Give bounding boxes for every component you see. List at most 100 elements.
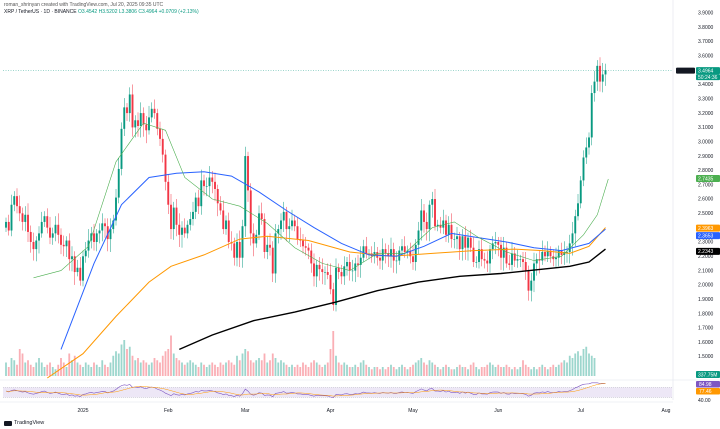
volume-bar [533, 367, 535, 376]
volume-bar [139, 362, 142, 376]
volume-bar [255, 360, 258, 376]
candle [381, 238, 384, 270]
candle-body [447, 224, 450, 235]
y-tick-label: 1.6000 [698, 340, 714, 346]
candle-body [348, 262, 351, 271]
candle [192, 201, 194, 226]
volume-bar [299, 367, 302, 376]
rsi-label-bg [696, 388, 720, 395]
candle-body [533, 263, 535, 281]
candle [134, 115, 137, 138]
volume-bar [538, 367, 541, 376]
volume-bar [95, 364, 98, 376]
volume-bar [249, 360, 252, 376]
candle [109, 218, 112, 252]
candle [588, 132, 590, 155]
volume-bar [219, 362, 222, 376]
candle-body [225, 220, 227, 230]
candle-body [282, 211, 285, 221]
candle-body [13, 196, 16, 205]
candle-body [288, 226, 291, 230]
volume-bar [82, 367, 84, 376]
candle [549, 246, 552, 263]
candle-body [590, 93, 593, 138]
chart-header: roman_shrinyan created with TradingView.… [4, 2, 199, 16]
candle [439, 216, 442, 234]
candle-body [324, 272, 326, 273]
y-tick-label: 3.2000 [698, 111, 714, 117]
candle [315, 259, 318, 288]
candle [486, 251, 489, 273]
volume-bar [313, 360, 315, 376]
volume-bar [296, 364, 299, 376]
candle [516, 249, 519, 268]
volume-bar [398, 367, 401, 376]
candle-body [62, 244, 65, 247]
ma-200-line [179, 248, 606, 351]
candle-body [566, 251, 568, 253]
candle-body [216, 188, 219, 204]
candle [161, 128, 164, 163]
candle-body [189, 219, 192, 225]
candle [145, 115, 148, 144]
volume-bar [115, 351, 117, 376]
candle [13, 191, 16, 212]
volume-bar [126, 349, 128, 376]
volume-bar [225, 362, 227, 376]
candle [500, 236, 502, 270]
candle [84, 241, 87, 263]
volume-bar [390, 364, 392, 376]
volume-bar [10, 358, 13, 376]
volume-bar [513, 367, 516, 376]
candle [522, 251, 524, 271]
candle-body [93, 233, 95, 242]
candle-body [112, 220, 115, 230]
volume-bar [164, 351, 167, 376]
candle [32, 232, 35, 261]
candle [203, 174, 205, 196]
symbol-line[interactable]: XRP / TetherUS · 1D · BINANCE [4, 9, 77, 15]
volume-bar [516, 369, 519, 376]
candle-body [139, 113, 142, 126]
candle-body [588, 137, 590, 148]
candle-body [475, 262, 478, 263]
volume-bar [522, 360, 524, 376]
countdown-bg [696, 74, 720, 81]
candle [7, 214, 10, 236]
candle-body [277, 229, 280, 234]
volume-bar [475, 367, 478, 376]
volume-bar [109, 362, 112, 376]
volume-label-bg [696, 371, 720, 378]
candle-body [200, 180, 203, 207]
ma-100-label: 2.3963 [698, 226, 714, 232]
candle-body [423, 210, 425, 222]
candle [601, 62, 604, 93]
candle-body [128, 94, 131, 114]
volume-bar [321, 367, 324, 376]
candle-body [24, 214, 27, 222]
candle-body [577, 203, 579, 217]
candle-body [57, 224, 60, 235]
candle-body [16, 196, 18, 207]
volume-bar [359, 362, 362, 376]
volume-bar [417, 360, 420, 376]
candle-body [236, 241, 238, 258]
candle [183, 218, 186, 238]
candle-body [579, 180, 582, 204]
candle-body [35, 240, 38, 250]
candle [453, 232, 456, 249]
candle-body [222, 210, 225, 230]
y-tick-label: 1.5000 [698, 354, 714, 360]
candle-body [585, 147, 588, 158]
candle-body [519, 259, 522, 260]
volume-bar [544, 367, 546, 376]
candle [401, 239, 403, 256]
volume-bar [571, 358, 574, 376]
volume-bar [60, 358, 62, 376]
volume-bar [491, 364, 494, 376]
volume-bar [291, 364, 293, 376]
candle [494, 231, 497, 255]
candle [214, 172, 216, 202]
volume-bar [505, 364, 508, 376]
